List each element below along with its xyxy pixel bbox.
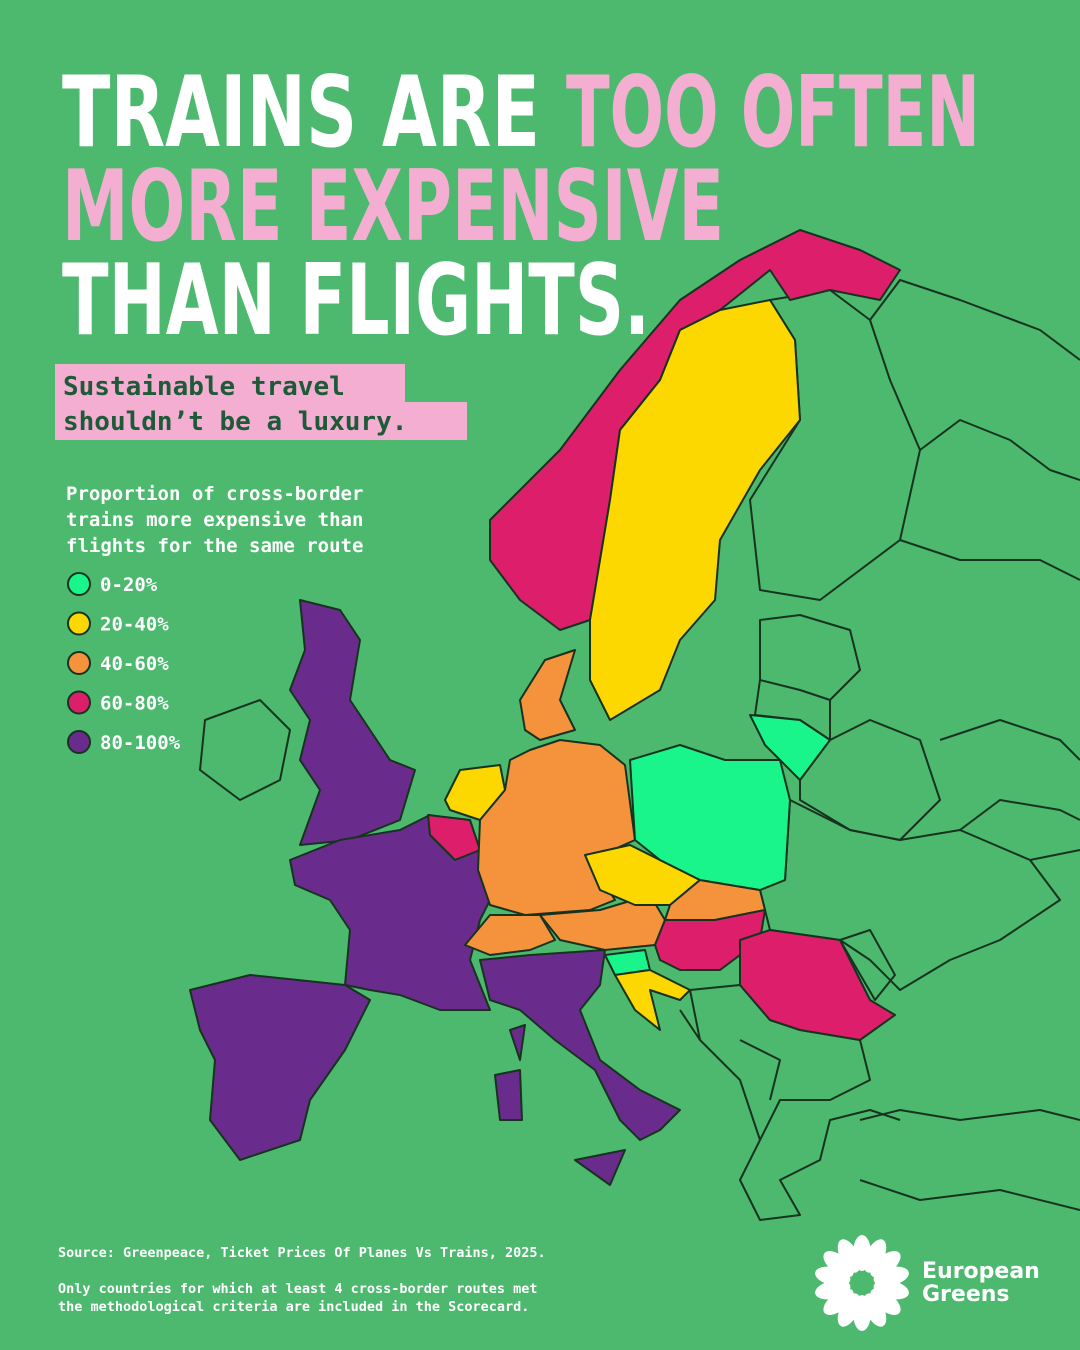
- legend-swatch: [67, 611, 91, 636]
- flower-center: [852, 1273, 872, 1293]
- source: Source: Greenpeace, Ticket Prices Of Pla…: [58, 1245, 546, 1261]
- country: [629, 744, 791, 891]
- russia-north: [869, 279, 1080, 581]
- petal: [870, 1288, 901, 1315]
- note: Only countries for which at least 4 cros…: [58, 1281, 538, 1297]
- country: [519, 649, 576, 741]
- country: [739, 929, 896, 1041]
- subtitle-highlight: [55, 364, 405, 402]
- subtitle: shouldn’t be a luxury.: [63, 407, 407, 437]
- country: [749, 714, 831, 781]
- legend-swatch: [67, 651, 91, 675]
- petal: [863, 1293, 887, 1327]
- legend-swatch: [67, 730, 91, 754]
- legend-title: trains more expensive than: [66, 509, 363, 531]
- logo-flower: [815, 1235, 909, 1331]
- legend-label: 40-60%: [100, 653, 169, 675]
- legend-label: 0-20%: [100, 574, 158, 596]
- turkey: [859, 1109, 1080, 1211]
- legend-label: 60-80%: [100, 693, 169, 715]
- legend-swatch: [67, 572, 91, 596]
- legend-title: flights for the same route: [66, 535, 363, 557]
- petal: [870, 1251, 901, 1278]
- subtitle: Sustainable travel: [63, 372, 345, 402]
- logo-text: European: [922, 1259, 1040, 1284]
- note: the methodological criteria are included…: [58, 1299, 529, 1315]
- title-line: MORE EXPENSIVE: [62, 150, 724, 264]
- legend-label: 80-100%: [100, 732, 181, 754]
- country: [614, 969, 691, 1031]
- map-outlines: [199, 279, 1080, 1221]
- country: [464, 914, 556, 956]
- country: [289, 814, 526, 1061]
- country: [489, 229, 901, 631]
- map-regions: [189, 229, 901, 1186]
- title-line: TRAINS ARE: [62, 56, 540, 170]
- moldova: [839, 929, 896, 1001]
- title-line: TOO OFTEN: [566, 56, 980, 170]
- logo-text: Greens: [922, 1282, 1010, 1307]
- ireland: [199, 699, 291, 801]
- legend-swatch: [67, 690, 91, 715]
- country: [427, 814, 481, 861]
- petal: [837, 1293, 861, 1327]
- country: [589, 299, 801, 721]
- petal: [823, 1288, 854, 1315]
- legend-label: 20-40%: [100, 614, 169, 636]
- title-line: THAN FLIGHTS.: [62, 244, 650, 358]
- country: [479, 949, 681, 1186]
- subtitle-highlight: [55, 402, 467, 440]
- country: [189, 974, 371, 1161]
- petal: [863, 1239, 887, 1273]
- russia-east: [939, 719, 1080, 861]
- petal: [823, 1251, 854, 1278]
- petal: [837, 1239, 861, 1273]
- balkans: [679, 984, 901, 1221]
- legend-title: Proportion of cross-border: [66, 483, 363, 505]
